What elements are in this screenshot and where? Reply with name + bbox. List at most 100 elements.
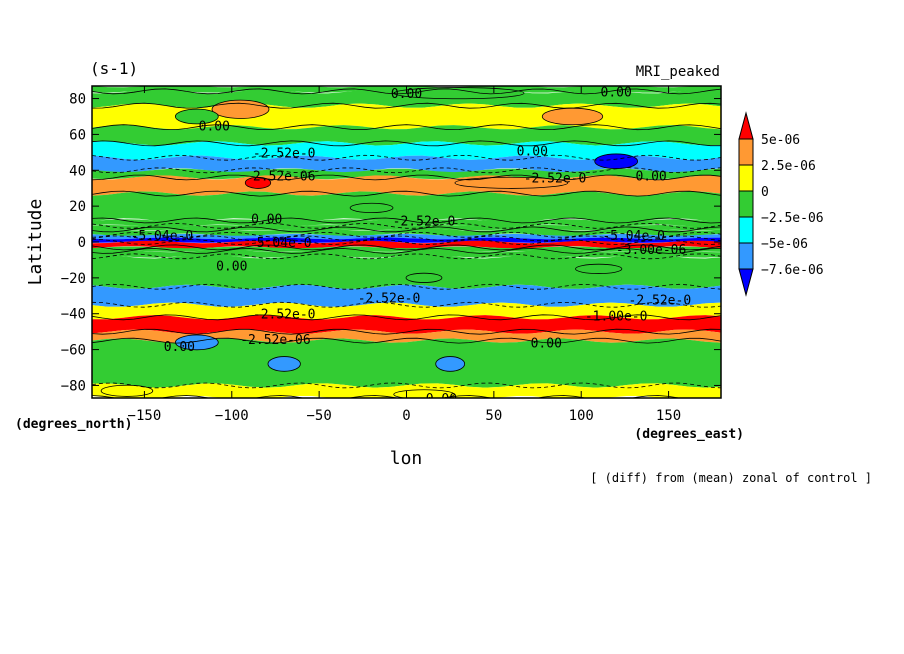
y-tick-label: 60 xyxy=(69,127,86,143)
contour-label: 0.00 xyxy=(635,170,666,185)
contour-line xyxy=(92,190,721,197)
zonal-band xyxy=(92,125,721,146)
contour-line xyxy=(92,167,721,174)
contour-label: -2.52e-0 xyxy=(358,292,421,307)
contour-label: -1.00e-0 xyxy=(585,310,648,325)
contour-label: 0.00 xyxy=(164,340,195,355)
contour-line xyxy=(92,244,721,251)
zonal-band xyxy=(92,246,721,252)
contour-line xyxy=(92,239,721,245)
zonal-band xyxy=(92,225,721,231)
x-tick-label: −100 xyxy=(215,408,249,424)
zonal-band xyxy=(92,302,721,320)
x-tick-label: 50 xyxy=(485,408,502,424)
zonal-band xyxy=(92,329,721,343)
x-tick-label: 0 xyxy=(402,408,410,424)
anomaly-patch xyxy=(575,263,623,274)
anomaly-patch xyxy=(405,272,443,283)
anomaly-patch xyxy=(100,384,154,397)
anomaly-patch xyxy=(174,108,219,125)
y-tick-label: −60 xyxy=(61,343,86,359)
contour-label: -3.00e-06 xyxy=(616,243,686,258)
contour-line xyxy=(92,102,721,109)
contour-line xyxy=(92,253,721,260)
colorbar-swatch xyxy=(738,138,754,166)
contour-label: -2.52e-0 xyxy=(253,146,316,161)
anomaly-patch xyxy=(541,107,604,126)
zonal-band xyxy=(92,254,721,289)
colorbar-label: −7.6e-06 xyxy=(761,263,824,278)
colorbar-label: 5e-06 xyxy=(761,133,800,148)
contour-label: 2.52e-06 xyxy=(253,170,316,185)
contour-label: 5.04e-0 xyxy=(257,236,312,251)
anomaly-patch xyxy=(393,389,455,398)
y-tick-label: 40 xyxy=(69,163,86,179)
contour-line xyxy=(92,124,721,131)
zonal-band xyxy=(92,284,721,307)
contour-line xyxy=(92,337,721,344)
x-axis: −150 −100 −50 0 50 100 150 xyxy=(128,86,681,424)
model-label: MRI_peaked xyxy=(636,64,720,80)
contour-line xyxy=(92,328,721,335)
contour-line xyxy=(92,382,721,389)
colorbar-swatch xyxy=(738,164,754,192)
contour-label: 0.00 xyxy=(199,119,230,134)
anomaly-patch xyxy=(594,153,639,170)
contour-label: 0.00 xyxy=(517,145,548,160)
contour-line xyxy=(92,154,721,161)
colorbar-swatch xyxy=(738,242,754,270)
y-tick-label: 80 xyxy=(69,92,86,108)
zonal-band xyxy=(92,191,721,223)
anomaly-patch xyxy=(454,176,569,189)
anomaly-patch xyxy=(211,99,270,119)
x-tick-label: −50 xyxy=(306,408,331,424)
contour-label: 0.00 xyxy=(601,85,632,100)
contour-label: -2.52e-06 xyxy=(240,333,310,348)
colorbar-label: −2.5e-06 xyxy=(761,211,824,226)
contour-label: -2.52e-0 xyxy=(253,308,316,323)
contour-label: 0.00 xyxy=(531,336,562,351)
contour-label: -5.04e-0 xyxy=(602,229,665,244)
contour-line xyxy=(92,140,721,147)
contour-label: 0.00 xyxy=(391,87,422,102)
contour-line xyxy=(92,222,721,229)
colorbar: 5e-06 2.5e-06 0 −2.5e-06 −5e-06 −7.6e-06 xyxy=(738,111,824,297)
contour-line xyxy=(92,395,682,398)
y-axis-title: Latitude xyxy=(25,199,46,286)
contour-label: 0.00 xyxy=(426,392,457,407)
colorbar-cap-bottom xyxy=(738,268,754,297)
contour-line xyxy=(92,235,721,242)
anomaly-patch xyxy=(349,202,394,214)
zonal-band xyxy=(92,168,721,180)
contour-line xyxy=(92,314,721,321)
contour-line xyxy=(92,217,721,224)
contour-line xyxy=(92,248,721,254)
zonal-band xyxy=(92,228,721,237)
contour-line xyxy=(92,301,721,308)
contour-line xyxy=(92,88,721,95)
colorbar-cap-top xyxy=(738,111,754,140)
y-tick-label: −40 xyxy=(61,307,86,323)
colorbar-label: 2.5e-06 xyxy=(761,159,816,174)
contour-labels: 0.00 0.00 0.00 -2.52e-0 0.00 2.52e-06 -2.52e-0… xyxy=(131,85,692,407)
colorbar-swatch xyxy=(738,216,754,244)
x-units-label: (degrees_east) xyxy=(634,427,744,442)
anomaly-patch xyxy=(435,356,466,372)
plot-area: 0.00 0.00 0.00 -2.52e-0 0.00 2.52e-06 -2.52e-0… xyxy=(92,85,721,407)
zonal-band xyxy=(92,240,721,249)
contour-label: -2.52e-0 xyxy=(393,214,456,229)
x-tick-label: 100 xyxy=(569,408,594,424)
zonal-band xyxy=(92,237,721,243)
contour-label: 0.00 xyxy=(216,259,247,274)
contour-line xyxy=(92,226,721,233)
colorbar-label: −5e-06 xyxy=(761,237,808,252)
units-label: (s-1) xyxy=(90,59,138,78)
colorbar-label: 0 xyxy=(761,185,769,200)
contour-line xyxy=(92,174,721,181)
contour-label: -2.52e-0 xyxy=(629,293,692,308)
zonal-band xyxy=(92,338,721,388)
zonal-band xyxy=(92,155,721,173)
x-tick-label: 150 xyxy=(656,408,681,424)
contour-line xyxy=(92,231,721,238)
